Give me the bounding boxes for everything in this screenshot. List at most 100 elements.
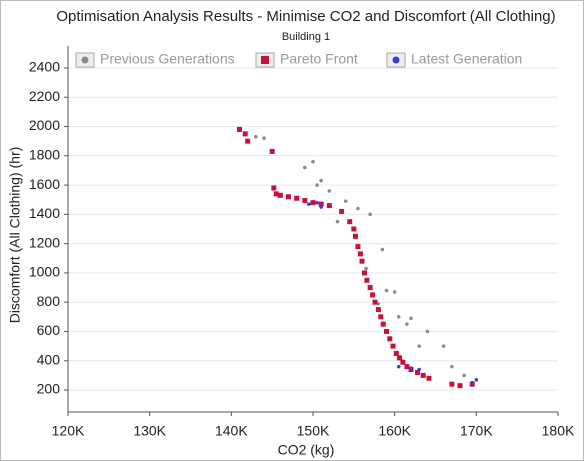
point [417, 344, 421, 348]
legend-label: Pareto Front [280, 51, 358, 67]
point [326, 203, 332, 209]
point [311, 159, 315, 164]
point [335, 219, 340, 224]
point [396, 364, 401, 369]
point [269, 148, 275, 154]
point [409, 366, 413, 370]
y-tick-label: 600 [37, 322, 61, 338]
y-tick-label: 2200 [29, 88, 60, 104]
point [351, 226, 357, 232]
point [307, 202, 311, 206]
point [347, 219, 353, 225]
point [286, 194, 291, 200]
point [378, 314, 384, 320]
y-tick-label: 800 [37, 293, 61, 309]
point [315, 200, 319, 205]
legend-label: Latest Generation [411, 51, 522, 67]
point [364, 266, 368, 271]
point [294, 195, 300, 201]
y-axis-label: Discomfort (All Clothing) (hr) [7, 147, 23, 324]
point [273, 191, 279, 197]
point [380, 321, 386, 327]
point [254, 134, 258, 139]
point [405, 322, 409, 326]
point [277, 192, 283, 198]
point [339, 208, 345, 214]
x-tick-label: 170K [460, 423, 493, 439]
point [237, 126, 242, 132]
x-axis-label: CO2 (kg) [278, 442, 335, 458]
point [355, 244, 361, 250]
y-tick-label: 1800 [29, 147, 60, 163]
point [474, 377, 479, 382]
point [262, 136, 266, 141]
point [420, 372, 426, 378]
point [400, 359, 406, 365]
point [396, 315, 401, 319]
chart-subtitle: Building 1 [282, 31, 330, 43]
point [343, 199, 348, 203]
point [359, 258, 365, 264]
point [449, 381, 455, 387]
point [397, 355, 403, 361]
point [302, 197, 308, 203]
point [387, 336, 393, 342]
y-tick-label: 1000 [29, 264, 60, 280]
point [364, 277, 370, 283]
x-tick-label: 130K [133, 423, 166, 439]
point [380, 247, 385, 252]
point [368, 212, 372, 217]
point [370, 292, 376, 298]
y-tick-label: 200 [37, 381, 61, 397]
legend-marker [261, 56, 269, 64]
point [356, 206, 360, 211]
point [450, 364, 454, 369]
legend-marker [392, 56, 400, 64]
legend-label: Previous Generations [100, 51, 235, 67]
point [417, 367, 421, 372]
point [319, 205, 323, 209]
point [409, 316, 413, 321]
x-tick-label: 160K [378, 423, 411, 439]
point [457, 383, 463, 389]
point [357, 251, 363, 257]
point [415, 369, 421, 375]
point [375, 307, 381, 313]
x-tick-label: 120K [52, 423, 85, 439]
point [393, 350, 399, 356]
point [384, 288, 389, 293]
y-tick-label: 1400 [29, 205, 60, 221]
point [242, 131, 248, 137]
point [404, 364, 410, 370]
y-tick-label: 1200 [29, 234, 60, 250]
point [310, 200, 316, 206]
point [426, 375, 432, 381]
x-tick-label: 150K [297, 423, 330, 439]
point [372, 299, 378, 305]
point [327, 189, 332, 193]
point [441, 344, 446, 348]
y-tick-label: 2400 [29, 59, 60, 75]
point [361, 270, 367, 276]
point [319, 178, 323, 183]
point [384, 328, 389, 334]
point [367, 285, 373, 291]
point [352, 233, 358, 239]
y-tick-label: 1600 [29, 176, 60, 192]
point [318, 201, 324, 207]
point [245, 138, 251, 144]
point [303, 165, 307, 170]
point [390, 343, 396, 349]
chart-title: Optimisation Analysis Results - Minimise… [56, 8, 555, 25]
y-tick-label: 400 [37, 351, 61, 367]
point [470, 380, 475, 385]
legend-marker [81, 56, 89, 64]
x-tick-label: 180K [542, 423, 575, 439]
y-tick-label: 2000 [29, 117, 60, 133]
point [315, 183, 319, 187]
point [462, 373, 466, 378]
point [425, 329, 430, 334]
